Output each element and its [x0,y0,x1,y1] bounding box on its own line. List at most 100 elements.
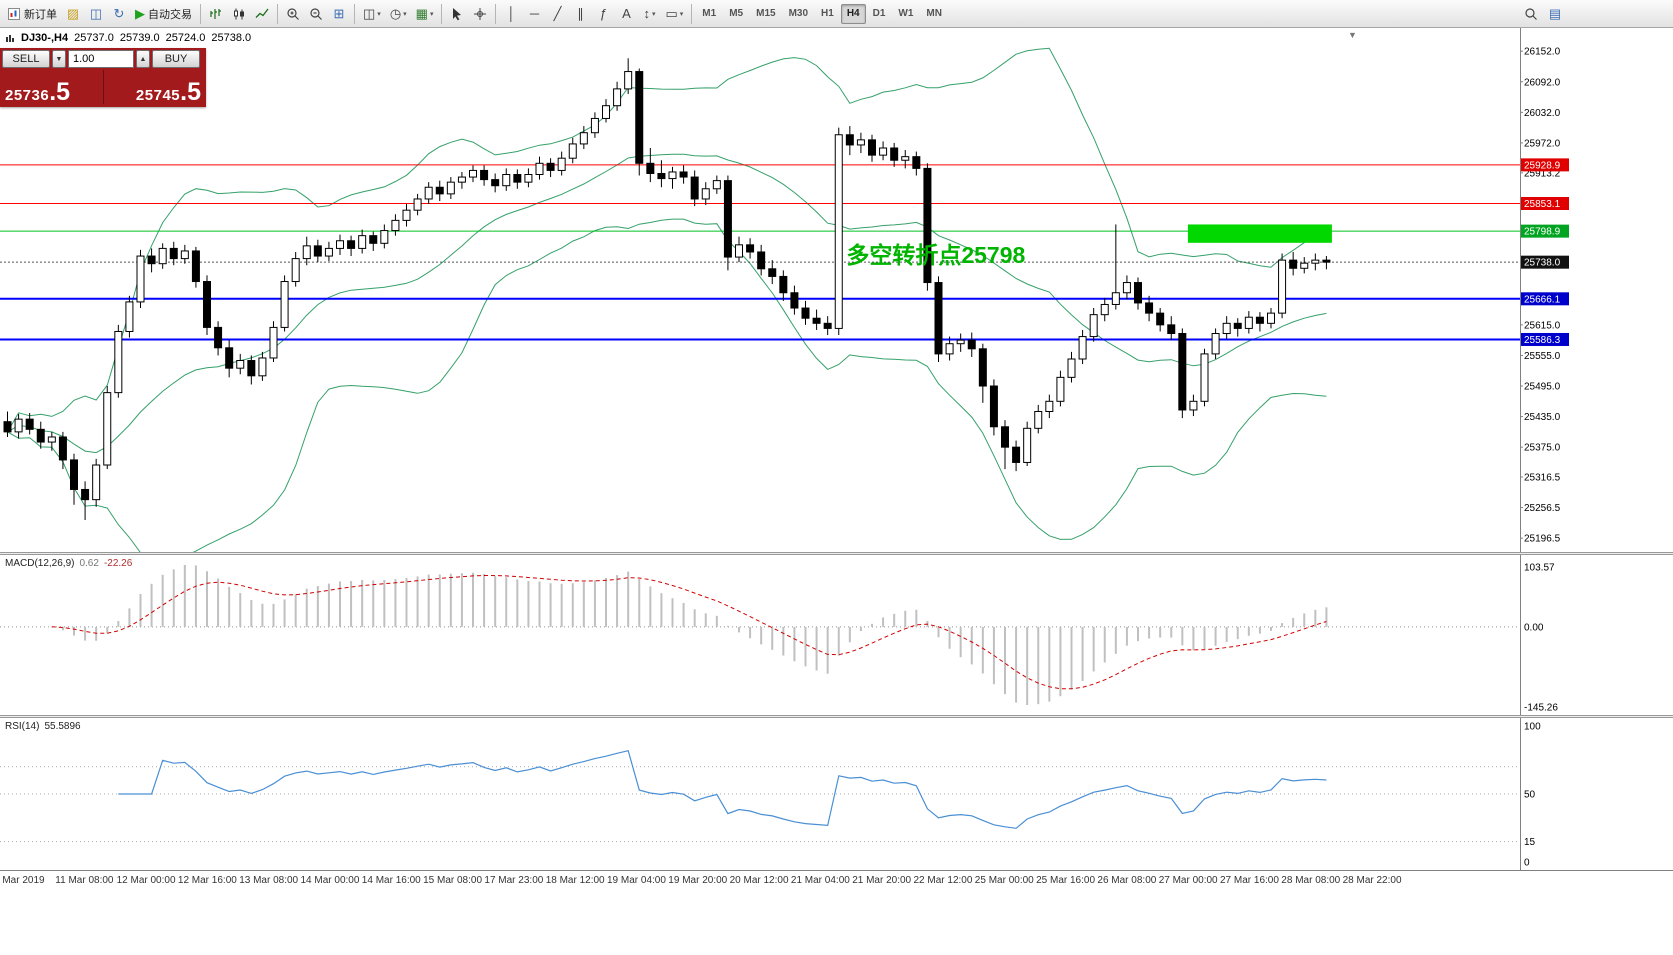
one-click-trading-panel: SELL ▼ ▲ BUY 25736.5 25745.5 [0,48,206,107]
time-axis-label: 25 Mar 16:00 [1036,875,1096,886]
time-axis-label: 19 Mar 20:00 [668,875,728,886]
svg-text:25972.0: 25972.0 [1524,138,1561,149]
svg-text:100: 100 [1524,722,1541,733]
macd-signal-value: -22.26 [103,558,133,569]
chart-shift-marker-icon[interactable]: ▼ [1348,30,1357,40]
panel-splitter[interactable] [0,715,1673,718]
chart-icon [6,35,14,42]
horizontal-line-button[interactable]: ─ [523,3,545,25]
time-axis-label: 25 Mar 00:00 [974,875,1034,886]
buy-button[interactable]: BUY [152,50,200,68]
chevron-down-icon: ▾ [679,10,684,18]
vertical-line-icon: │ [507,6,516,21]
channel-icon: ∥ [577,6,584,21]
line-chart-button[interactable] [251,3,273,25]
trade-panel-divider [102,70,104,104]
toolbar-separator [200,3,201,24]
macd-main-value: 0.62 [79,558,99,569]
layout-icon: ▤ [1548,6,1562,21]
macd-chart[interactable]: 103.57 0.00 -145.26 [0,555,1673,715]
lot-size-input[interactable] [68,50,134,68]
svg-text:25196.5: 25196.5 [1524,534,1561,545]
timeframe-m30-button[interactable]: M30 [788,8,809,19]
new-chart-button[interactable]: ◫ ▾ [359,3,385,25]
trendline-button[interactable]: ╱ [546,3,568,25]
ohlc-high: 25739.0 [119,32,160,44]
timeframe-h1-button[interactable]: H1 [821,8,834,19]
indicators-button[interactable]: ▦ ▾ [412,3,438,25]
crosshair-button[interactable] [469,3,491,25]
time-axis-label: 19 Mar 04:00 [607,875,666,886]
arrow-objects-button[interactable]: ↕ ▾ [638,3,660,25]
lot-increase-button[interactable]: ▲ [136,50,150,68]
timeframe-m15-button[interactable]: M15 [756,8,776,19]
indicators-icon: ▦ [415,6,428,21]
new-order-button[interactable]: 新订单 [3,3,61,25]
sell-button[interactable]: SELL [2,50,50,68]
svg-text:25913.2: 25913.2 [1524,168,1561,179]
time-axis-label: 21 Mar 04:00 [790,875,850,886]
macd-label: MACD(12,26,9) 0.62 -22.26 [5,558,133,569]
timeframe-d1-button[interactable]: D1 [872,8,886,19]
main-chart[interactable]: 26152.0 26092.0 26032.0 25972.0 25913.2 25615… [0,28,1673,552]
refresh-button[interactable]: ↻ [108,3,130,25]
candlestick-chart-button[interactable] [228,3,250,25]
vertical-line-button[interactable]: │ [500,3,522,25]
time-axis-label: 11 Mar 08:00 [55,875,114,886]
svg-text:25586.3: 25586.3 [1524,335,1561,346]
buy-price[interactable]: 25745.5 [135,78,201,106]
toolbar-right-group: ▤ [1520,3,1566,25]
ohlc-close: 25738.0 [211,32,252,44]
rsi-chart[interactable]: 100 50 15 0 [0,718,1673,870]
trendline-icon: ╱ [553,6,562,21]
rsi-value: 55.5896 [44,721,81,732]
channel-button[interactable]: ∥ [569,3,591,25]
chevron-down-icon: ▾ [651,10,656,18]
toolbar: 新订单 ▨ ◫ ↻ ▶ 自动交易 ⊞ ◫ ▾ ◷ ▾ ▦ ▾ │ ─ ╱ ∥ ƒ A ↕ ▾ ▭ ▾ M1 M5 M15 M30 H1… [0,0,1673,28]
time-axis-label: 17 Mar 23:00 [484,875,544,886]
lot-decrease-button[interactable]: ▼ [52,50,66,68]
fibonacci-button[interactable]: ƒ [592,3,614,25]
shapes-button[interactable]: ▭ ▾ [661,3,687,25]
zoom-out-button[interactable] [305,3,327,25]
time-axis-label: 18 Mar 12:00 [545,875,605,886]
market-watch-button[interactable]: ◫ [85,3,107,25]
chart-text-annotation[interactable]: 多空转折点25798 [846,241,1026,268]
toolbar-separator [441,3,443,24]
fibonacci-icon: ƒ [599,6,608,21]
svg-text:25316.5: 25316.5 [1524,472,1561,483]
panel-splitter[interactable] [0,552,1673,555]
timeframe-m5-button[interactable]: M5 [729,8,744,19]
window-background [0,890,1673,955]
svg-text:26032.0: 26032.0 [1524,108,1561,119]
timeframe-h4-button[interactable]: H4 [840,3,866,24]
auto-trading-button[interactable]: ▶ 自动交易 [131,3,196,25]
chart-window: 26152.0 26092.0 26032.0 25972.0 25913.2 25615… [0,28,1673,955]
bar-chart-button[interactable] [205,3,227,25]
auto-arrange-button[interactable]: ⊞ [328,3,350,25]
sell-price[interactable]: 25736.5 [5,78,71,106]
zoom-in-button[interactable] [282,3,304,25]
timeframe-mn-button[interactable]: MN [926,8,942,19]
refresh-icon: ↻ [113,6,125,21]
svg-text:103.57: 103.57 [1524,563,1555,574]
timeframe-m1-button[interactable]: M1 [702,8,717,19]
charts-menu-button[interactable]: ▨ [62,3,84,25]
svg-text:50: 50 [1524,790,1536,801]
timeframe-w1-button[interactable]: W1 [898,8,914,19]
chevron-down-icon: ▾ [377,10,381,18]
svg-text:25555.0: 25555.0 [1524,351,1561,362]
profiles-button[interactable]: ◷ ▾ [386,3,411,25]
ohlc-low: 25724.0 [165,32,206,44]
shapes-icon: ▭ [665,6,678,21]
svg-text:25375.0: 25375.0 [1524,443,1561,454]
text-button[interactable]: A [615,3,637,25]
cursor-button[interactable] [446,3,468,25]
macd-panel: 103.57 0.00 -145.26 MACD(12,26,9) 0.62 -22… [0,555,1673,715]
layout-button[interactable]: ▤ [1544,3,1566,25]
time-axis-label: 27 Mar 16:00 [1220,875,1279,886]
symbol-name: DJ30-,H4 [21,32,69,44]
search-button[interactable] [1520,3,1542,25]
svg-text:25853.1: 25853.1 [1524,199,1561,210]
